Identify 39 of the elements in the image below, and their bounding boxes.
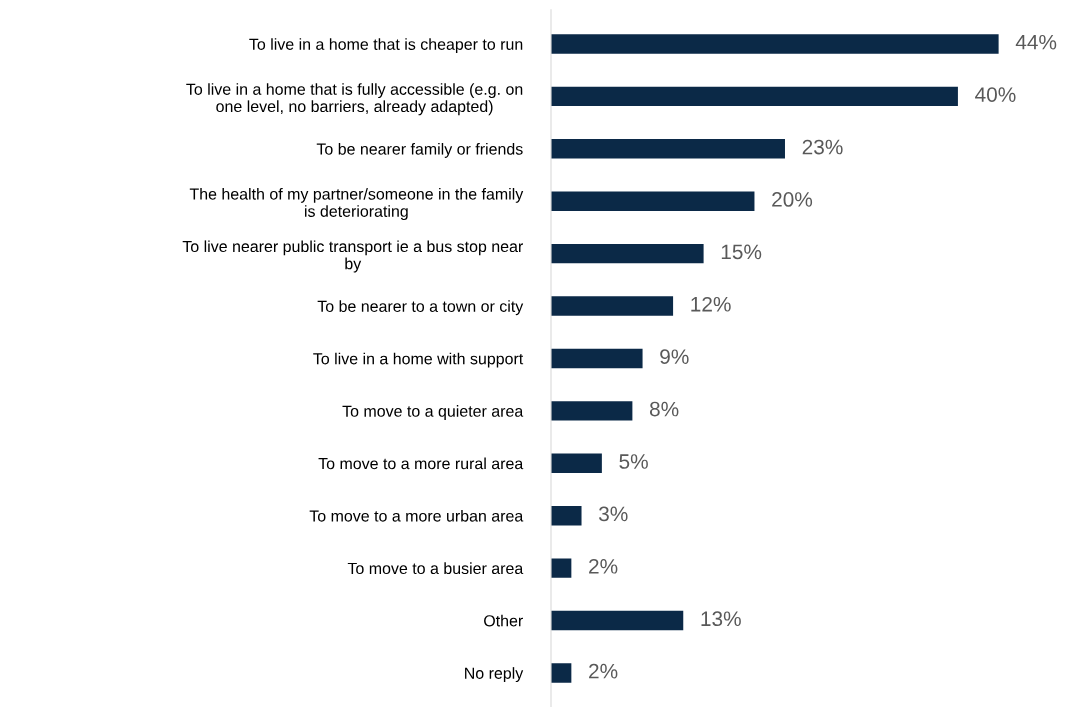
bar [551, 191, 755, 211]
data-label: 23% [802, 139, 843, 155]
data-label: 12% [691, 296, 731, 312]
y-tick-label: To be nearer to a town or city [317, 300, 524, 316]
bar [551, 139, 785, 159]
y-tick-label: The health of my partner/someone in the family is deteriorating [189, 187, 524, 221]
y-tick-label: To move to a quieter area [342, 405, 524, 420]
data-label: 15% [721, 244, 762, 260]
data-label: 20% [772, 192, 813, 207]
bar [551, 86, 958, 107]
bar [551, 453, 602, 473]
bar [551, 610, 684, 631]
y-tick-label: To live in a home that is cheaper to run [249, 38, 523, 54]
y-tick-label: To move to a busier area [347, 562, 524, 575]
bar [551, 558, 572, 578]
y-tick-label: Other [484, 614, 523, 627]
bar [551, 348, 643, 369]
y-tick-label: To move to a more rural area [318, 457, 524, 470]
data-label: 2% [589, 663, 618, 679]
y-tick-label: To live in a home with support [313, 352, 524, 368]
y-tick-label: To live in a home that is fully accessible (e.g. on one level, no barriers, already adapted) [186, 83, 523, 116]
bar [551, 243, 704, 264]
data-label: 8% [649, 401, 679, 417]
data-label: 5% [619, 454, 648, 469]
bar [551, 296, 674, 316]
y-tick-label: To be nearer family or friends [316, 143, 523, 158]
bar [551, 34, 999, 54]
data-label: 40% [975, 87, 1016, 102]
y-tick-label: To move to a more urban area [309, 509, 524, 522]
data-label: 13% [701, 611, 741, 627]
data-label: 2% [589, 558, 618, 574]
bar [551, 505, 582, 526]
y-tick-label: No reply [465, 667, 524, 683]
data-label: 44% [1015, 34, 1057, 50]
bar [551, 401, 633, 421]
y-tick-label: To live nearer public transport ie a bus stop near by [182, 240, 523, 273]
data-label: 9% [660, 349, 689, 365]
bar [551, 663, 572, 683]
data-label: 3% [598, 506, 628, 522]
